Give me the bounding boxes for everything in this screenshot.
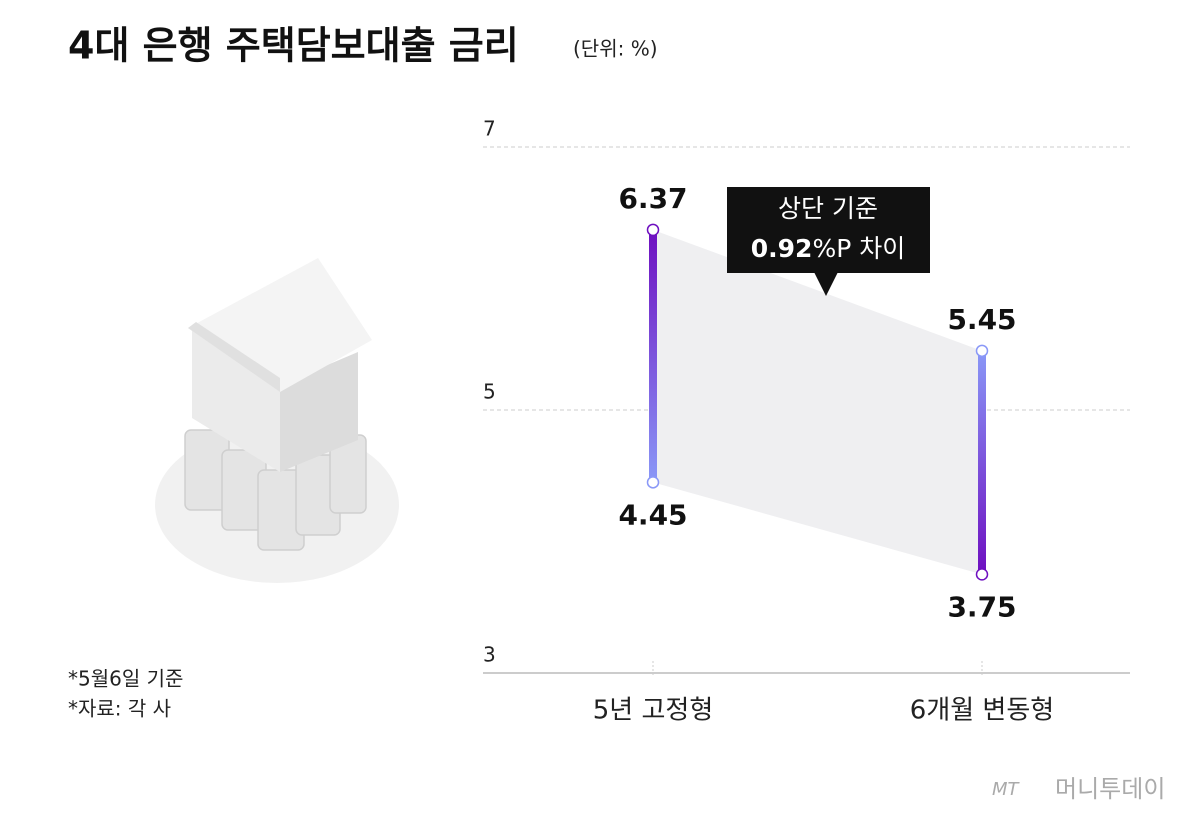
range-band	[653, 229, 982, 575]
low-point	[975, 568, 989, 581]
logo-name: 머니투데이	[1055, 775, 1165, 803]
y-tick-label: 3	[483, 643, 496, 667]
low-point	[646, 476, 660, 489]
high-point	[646, 223, 660, 237]
annotation-number: 0.92	[751, 234, 813, 263]
chart-title: 4대 은행 주택담보대출 금리	[68, 24, 519, 68]
range-bar	[649, 229, 657, 483]
plot-area: 3 5 7 5년 고정형 6.37 4.45 6개월 변동형 5.45 3.75	[483, 117, 1130, 726]
value-label: 6.37	[618, 182, 687, 215]
annotation-text: 0.92%P 차이	[751, 234, 905, 263]
note: *5월6일 기준	[68, 667, 183, 691]
y-tick-label: 7	[483, 117, 496, 141]
note: *자료: 각 사	[68, 697, 171, 721]
annotation: 상단 기준 0.92%P 차이	[727, 187, 930, 296]
value-label: 5.45	[947, 303, 1016, 336]
logo-mark: MT	[992, 779, 1021, 800]
chart-subtitle: (단위: %)	[573, 37, 658, 61]
x-tick-label: 5년 고정형	[593, 696, 714, 726]
range-bar	[978, 350, 986, 575]
x-tick-label: 6개월 변동형	[910, 696, 1054, 726]
annotation-text: 상단 기준	[778, 194, 878, 223]
value-label: 3.75	[947, 590, 1016, 623]
house-illustration	[155, 258, 399, 583]
value-label: 4.45	[618, 498, 687, 531]
y-tick-label: 5	[483, 380, 496, 404]
high-point	[975, 344, 989, 358]
annotation-text: %P 차이	[812, 234, 905, 263]
